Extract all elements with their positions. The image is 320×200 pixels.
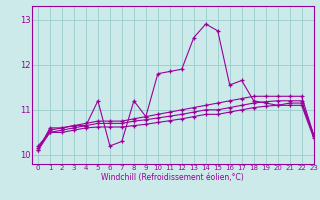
X-axis label: Windchill (Refroidissement éolien,°C): Windchill (Refroidissement éolien,°C): [101, 173, 244, 182]
